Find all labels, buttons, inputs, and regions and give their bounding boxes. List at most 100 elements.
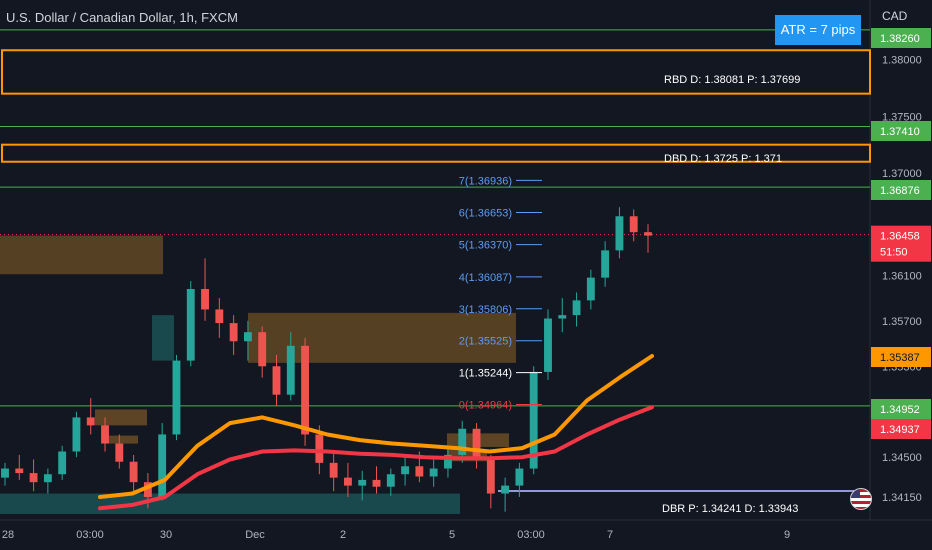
candle [401, 457, 410, 486]
candle-body [243, 332, 252, 342]
candle-body [601, 250, 610, 278]
demand-area [95, 409, 147, 426]
zone-label: RBD D: 1.38081 P: 1.37699 [664, 74, 800, 86]
candle [29, 459, 38, 492]
candle-body [58, 451, 67, 475]
candle-body [215, 309, 224, 324]
candle-body [229, 323, 238, 342]
candle-body [644, 232, 652, 236]
candle-body [529, 371, 538, 469]
candle [272, 354, 281, 407]
candle [472, 423, 481, 469]
candle [501, 477, 510, 512]
price-label: 1.36876 [871, 180, 931, 200]
x-tick-label: 2 [340, 529, 346, 541]
candle [172, 354, 181, 441]
y-tick-label: 1.35700 [882, 316, 922, 328]
candle-body [458, 428, 467, 455]
candle [529, 366, 538, 475]
candle-body [329, 462, 338, 478]
y-tick-label: 1.34500 [882, 452, 922, 464]
price-label-text: 1.36458 [880, 231, 920, 243]
candle-body [472, 428, 481, 460]
candle-body [43, 474, 52, 483]
y-tick-label: 1.37500 [882, 111, 922, 123]
price-label-box [871, 121, 931, 141]
candle-body [401, 466, 410, 475]
candle [1, 462, 9, 486]
price-label-box [871, 419, 931, 439]
y-tick-label: 1.36100 [882, 270, 922, 282]
fib-level-label: 0(1.34964) [459, 399, 512, 411]
candle-body [286, 345, 295, 395]
x-tick-label: 7 [607, 529, 613, 541]
candle [101, 417, 109, 452]
price-label-text: 1.34952 [880, 404, 920, 416]
price-label-box [871, 347, 931, 367]
price-label-text: 1.35387 [880, 352, 920, 364]
candle-body [29, 473, 38, 483]
candle-body [172, 360, 181, 435]
candle-body [72, 417, 81, 452]
zone-box [1, 143, 871, 163]
x-tick-label: 30 [160, 529, 172, 541]
zone-label: DBR P: 1.34241 D: 1.33943 [662, 503, 798, 515]
price-label-text: 1.34937 [880, 424, 920, 436]
demand-area [108, 435, 138, 444]
price-label: 1.35387 [871, 347, 931, 367]
fib-level-label: 4(1.36087) [459, 272, 512, 284]
x-tick-label: Dec [245, 529, 265, 541]
supply-area [0, 235, 163, 275]
candle-body [186, 289, 195, 361]
candle-body [586, 277, 595, 301]
candle-body [486, 459, 495, 494]
candle-body [143, 482, 152, 497]
x-tick-label: 03:00 [517, 529, 545, 541]
candle-body [1, 468, 9, 478]
price-label-box [871, 180, 931, 200]
candle-body [501, 485, 510, 494]
candle-body [201, 289, 209, 310]
candle [515, 462, 524, 497]
candle-body [101, 425, 109, 444]
candle-body [258, 332, 267, 367]
candle-body [444, 454, 452, 469]
chart-title: U.S. Dollar / Canadian Dollar, 1h, FXCM [6, 10, 238, 25]
price-label-box [871, 225, 931, 262]
candle [386, 468, 395, 496]
price-label: 1.34937 [871, 419, 931, 439]
candle-body [544, 318, 552, 372]
countdown-text: 51:50 [880, 247, 908, 259]
fib-level-label: 1(1.35244) [459, 368, 512, 380]
candle-body [15, 468, 24, 474]
candle [586, 269, 595, 310]
candle-body [272, 366, 281, 395]
candle [329, 451, 338, 492]
candle [72, 411, 81, 458]
candle [258, 326, 267, 378]
candle [344, 462, 352, 497]
candle [129, 454, 138, 492]
atr-badge: ATR = 7 pips [775, 15, 861, 45]
candle [372, 466, 381, 494]
zone-box [1, 49, 871, 95]
candle-body [615, 216, 624, 251]
candle [629, 209, 638, 242]
candle [544, 309, 552, 380]
flag-icon[interactable] [850, 488, 872, 510]
price-label: 1.37410 [871, 121, 931, 141]
candle [243, 320, 252, 361]
demand-base [152, 315, 174, 361]
candle-body [415, 466, 424, 477]
candle-body [301, 345, 309, 435]
price-label-text: 1.37410 [880, 126, 920, 138]
candle [201, 258, 209, 321]
candle [115, 434, 124, 469]
fib-level-label: 2(1.35525) [459, 336, 512, 348]
x-tick-label: 03:00 [76, 529, 104, 541]
x-tick-label: 9 [784, 529, 790, 541]
candle [572, 292, 581, 327]
y-tick-label: 1.37000 [882, 168, 922, 180]
